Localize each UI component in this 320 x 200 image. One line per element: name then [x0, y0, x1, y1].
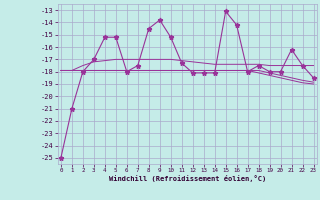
X-axis label: Windchill (Refroidissement éolien,°C): Windchill (Refroidissement éolien,°C)	[108, 175, 266, 182]
